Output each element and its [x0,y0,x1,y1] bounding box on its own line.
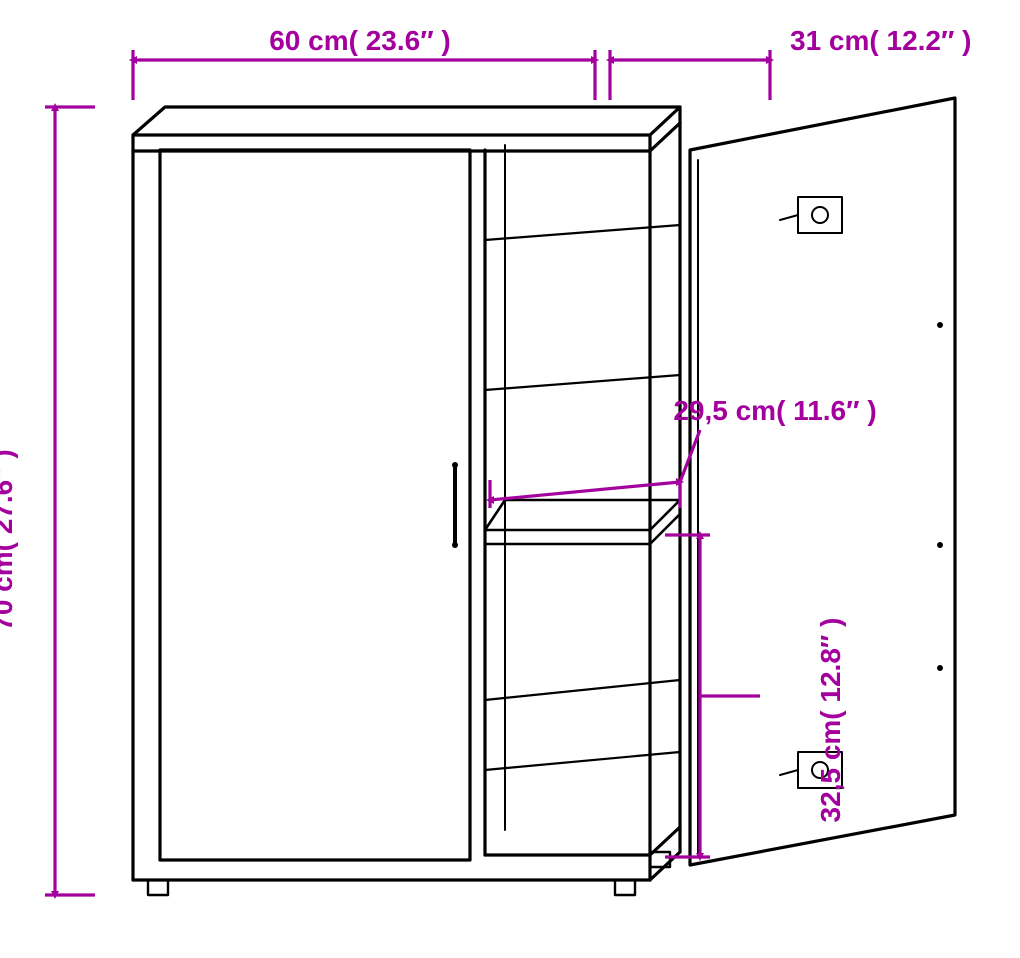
dimensions [45,50,770,895]
dimension-label: 31 cm( 12.2″ ) [790,25,972,56]
dimension-label: 60 cm( 23.6″ ) [269,25,451,56]
dimension-label: 29,5 cm( 11.6″ ) [673,395,876,426]
dimension-label: 32,5 cm( 12.8″ ) [815,618,846,823]
dimension-label: 70 cm( 27.6″ ) [0,449,18,631]
